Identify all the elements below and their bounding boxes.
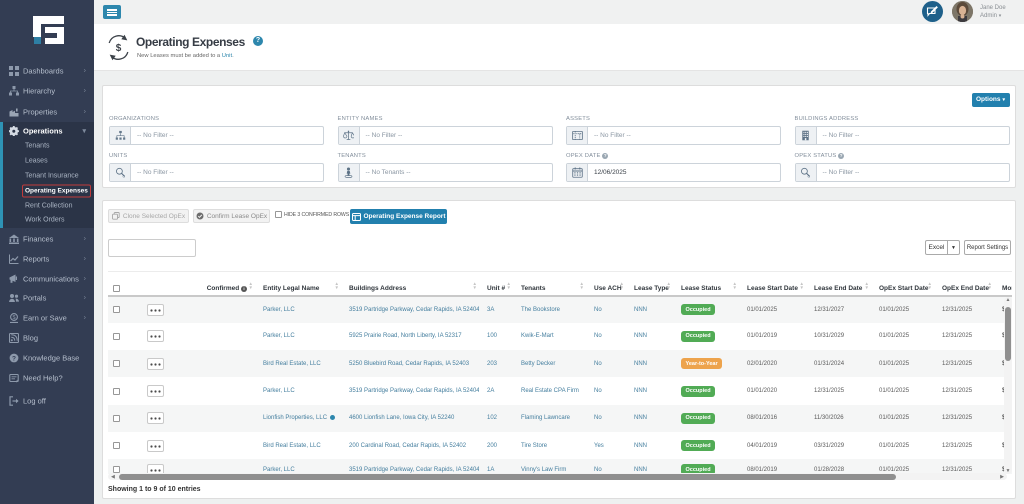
svg-text:$: $ <box>116 43 122 54</box>
svg-text:⊙: ⊙ <box>807 175 810 178</box>
svg-text:⊙: ⊙ <box>122 175 125 178</box>
svg-text:?: ? <box>12 355 16 362</box>
svg-text:$: $ <box>12 315 15 321</box>
